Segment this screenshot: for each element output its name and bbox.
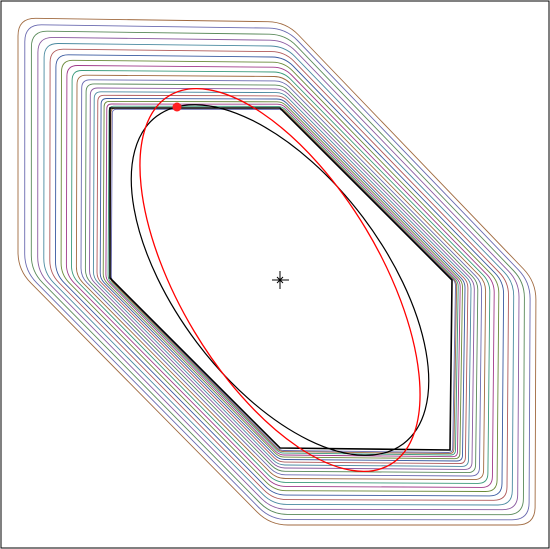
- contour-line: [80, 79, 483, 477]
- contour-line: [55, 54, 505, 497]
- red-ellipse: [139, 87, 421, 473]
- contour-line: [43, 43, 515, 506]
- contour-line: [92, 91, 472, 467]
- contour-line: [96, 94, 469, 465]
- center-marker: [272, 271, 289, 289]
- contour-line: [75, 74, 487, 481]
- contour-line: [89, 87, 475, 470]
- contour-line: [65, 65, 495, 488]
- contour-line: [37, 36, 520, 511]
- contour-line: [49, 48, 509, 501]
- contour-line: [60, 59, 500, 492]
- red-point: [172, 102, 182, 112]
- contour-line: [102, 100, 463, 460]
- inner-hexagon: [109, 107, 453, 451]
- contour-line: [107, 105, 459, 456]
- contour-line: [99, 98, 466, 462]
- contour-line: [84, 83, 479, 474]
- contour-line: [105, 103, 461, 458]
- contour-line: [24, 24, 531, 521]
- black-ellipse: [130, 104, 430, 456]
- contour-line: [71, 70, 491, 484]
- contour-line: [17, 17, 537, 526]
- contour-line: [30, 30, 525, 516]
